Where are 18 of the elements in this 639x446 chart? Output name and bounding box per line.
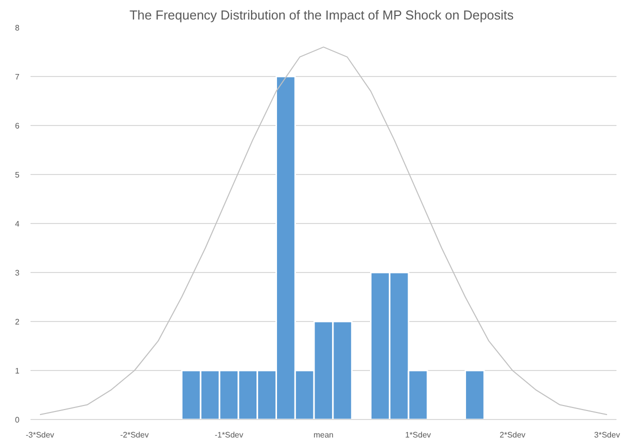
x-tick-label: 3*Sdev xyxy=(594,430,620,440)
x-tick-label: -2*Sdev xyxy=(120,430,149,440)
line-series xyxy=(39,46,608,416)
x-tick-label: mean xyxy=(313,430,334,440)
y-tick-label: 5 xyxy=(15,170,20,180)
y-tick-label: 4 xyxy=(15,220,20,228)
y-tick-label: 1 xyxy=(15,366,20,376)
y-tick-label: 6 xyxy=(15,122,20,130)
x-tick-label: 1*Sdev xyxy=(405,430,431,440)
y-tick-label: 7 xyxy=(15,72,20,82)
x-tick-label: -3*Sdev xyxy=(26,430,54,440)
x-tick-label: 2*Sdev xyxy=(500,430,526,440)
y-tick-label: 3 xyxy=(15,268,20,278)
y-tick-label: 0 xyxy=(15,416,20,424)
chart-title: The Frequency Distribution of the Impact of MP Shock on Deposits xyxy=(129,8,514,22)
x-tick-label: -1*Sdev xyxy=(214,430,244,440)
y-tick-label: 2 xyxy=(15,318,20,326)
y-tick-label: 8 xyxy=(15,24,20,32)
